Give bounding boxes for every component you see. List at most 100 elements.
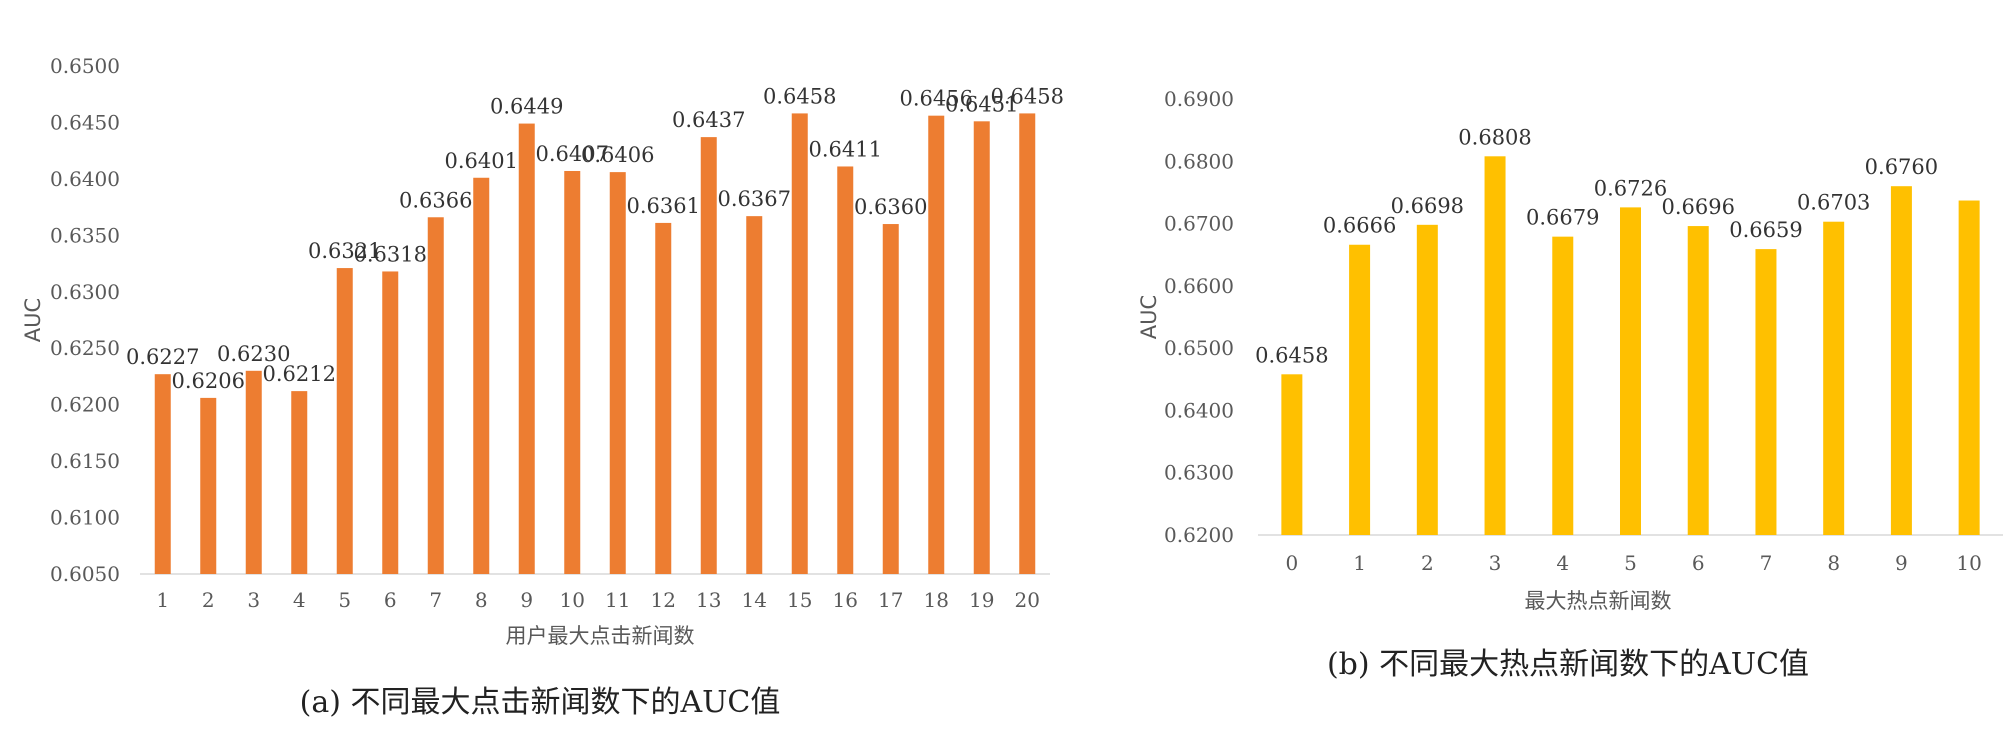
chart-b-ytick-label: 0.6500 [1164, 336, 1234, 360]
chart-a-xtick-label: 1 [156, 588, 169, 612]
chart-b-ytick-label: 0.6900 [1164, 87, 1234, 111]
chart-a-data-label: 0.6366 [399, 188, 472, 212]
chart-a-bar [791, 113, 808, 574]
chart-b-bar [1281, 374, 1303, 535]
chart-b-ytick-label: 0.6600 [1164, 274, 1234, 298]
chart-a-bar [336, 268, 353, 574]
chart-a-xtick-label: 8 [475, 588, 488, 612]
chart-a-data-label: 0.6367 [718, 187, 791, 211]
chart-a-data-label: 0.6360 [854, 195, 927, 219]
chart-b-xtick-label: 10 [1956, 551, 1981, 575]
chart-a-ytick-label: 0.6150 [50, 449, 120, 473]
chart-a-bar [882, 224, 899, 575]
chart-a-ytick-label: 0.6300 [50, 280, 120, 304]
chart-a-xtick-label: 15 [787, 588, 812, 612]
chart-a-xtick-label: 2 [202, 588, 215, 612]
chart-a-xtick-label: 12 [651, 588, 676, 612]
chart-a-xtick-label: 13 [696, 588, 721, 612]
chart-a-bar [427, 217, 444, 574]
chart-a-data-label: 0.6212 [263, 362, 336, 386]
chart-a-bar [973, 121, 990, 574]
chart-a-bar [564, 170, 581, 574]
chart-a-ytick-label: 0.6350 [50, 223, 120, 247]
chart-a-ytick-label: 0.6400 [50, 167, 120, 191]
chart-a-data-label: 0.6206 [172, 369, 245, 393]
chart-a-data-label: 0.6227 [126, 345, 199, 369]
chart-a-bar [1019, 113, 1036, 574]
chart-b-data-label: 0.6703 [1797, 191, 1870, 215]
chart-a-data-label: 0.6449 [490, 95, 563, 119]
chart-b-data-label: 0.6458 [1255, 343, 1328, 367]
chart-b-ytick-label: 0.6400 [1164, 398, 1234, 422]
chart-b-data-label: 0.6698 [1391, 194, 1464, 218]
chart-b-bar [1484, 156, 1506, 535]
chart-a-bar [291, 391, 308, 574]
chart-a-data-label: 0.6456 [900, 87, 973, 111]
chart-b-xtick-label: 9 [1895, 551, 1908, 575]
chart-b-bar [1416, 224, 1438, 535]
chart-a-data-label: 0.6411 [809, 137, 882, 161]
chart-a-data-label: 0.6407 [536, 142, 609, 166]
chart-b-data-label: 0.6659 [1729, 218, 1802, 242]
chart-b-caption: (b) 不同最大热点新闻数下的AUC值 [1327, 647, 1809, 682]
chart-b-xtick-label: 5 [1624, 551, 1637, 575]
chart-a-caption: (a) 不同最大点击新闻数下的AUC值 [300, 685, 781, 720]
chart-a-bar [746, 216, 763, 575]
chart-a-data-label: 0.6406 [581, 143, 654, 167]
chart-a: 0.6050 0.6100 0.6150 0.6200 0.6250 0.6300 0.63… [21, 54, 1064, 720]
chart-a-data-label: 0.6458 [763, 84, 836, 108]
chart-a-data-label: 0.6401 [445, 149, 518, 173]
chart-b-xtick-label: 0 [1285, 551, 1298, 575]
chart-a-xtick-label: 3 [247, 588, 260, 612]
chart-b-bar [1958, 200, 1980, 536]
chart-b-bar [1687, 226, 1709, 535]
chart-a-xtick-label: 17 [878, 588, 903, 612]
chart-a-xtick-label: 14 [742, 588, 767, 612]
chart-b-ytick-label: 0.6700 [1164, 212, 1234, 236]
chart-a-xtick-label: 19 [969, 588, 994, 612]
chart-a-data-label: 0.6321 [308, 239, 381, 263]
chart-a-xtick-label: 5 [338, 588, 351, 612]
chart-a-ytick-label: 0.6100 [50, 506, 120, 530]
chart-b-data-label: 0.6666 [1323, 214, 1396, 238]
chart-a-x-axis-title: 用户最大点击新闻数 [506, 624, 695, 648]
chart-b-xtick-label: 4 [1556, 551, 1569, 575]
chart-b-bar [1620, 207, 1641, 535]
chart-a-bar [928, 115, 945, 574]
chart-a-data-label: 0.6437 [672, 108, 745, 132]
chart-a-ytick-label: 0.6050 [50, 562, 120, 586]
chart-b-data-label: 0.6696 [1661, 195, 1734, 219]
chart-b-xtick-label: 2 [1421, 551, 1434, 575]
chart-a-xtick-label: 18 [924, 588, 949, 612]
chart-a-ytick-label: 0.6500 [50, 54, 120, 78]
chart-a-y-axis-title: AUC [21, 298, 45, 342]
chart-a-data-label: 0.6318 [354, 242, 427, 266]
chart-b-data-label: 0.6679 [1526, 206, 1599, 230]
chart-a-data-label: 0.6230 [217, 342, 290, 366]
chart-a-ytick-label: 0.6250 [50, 336, 120, 360]
chart-a-xtick-label: 9 [520, 588, 533, 612]
chart-a-bar [245, 370, 262, 574]
chart-a-data-label: 0.6451 [945, 92, 1018, 116]
chart-b-data-label: 0.6726 [1594, 176, 1667, 200]
chart-b-bar [1552, 236, 1574, 535]
chart-a-bar [473, 177, 490, 574]
chart-a-bar [518, 123, 535, 574]
chart-a-bar [700, 137, 717, 574]
chart-a-xtick-label: 20 [1015, 588, 1040, 612]
chart-b-ytick-label: 0.6200 [1164, 523, 1234, 547]
chart-b-y-axis-title: AUC [1137, 295, 1161, 339]
chart-b-ytick-label: 0.6800 [1164, 149, 1234, 173]
chart-a-bar [837, 166, 854, 574]
chart-b-xtick-label: 6 [1692, 551, 1705, 575]
chart-b-xtick-label: 7 [1760, 551, 1773, 575]
chart-a-ytick-label: 0.6450 [50, 110, 120, 134]
chart-b-bar [1349, 244, 1371, 535]
chart-a-bar [154, 374, 171, 574]
chart-a-bar [200, 397, 217, 574]
chart-b-bar [1823, 221, 1845, 535]
chart-a-bar [382, 271, 399, 574]
chart-a-bar [609, 172, 626, 575]
chart-b-x-axis-title: 最大热点新闻数 [1525, 589, 1672, 613]
chart-a-xtick-label: 10 [560, 588, 585, 612]
